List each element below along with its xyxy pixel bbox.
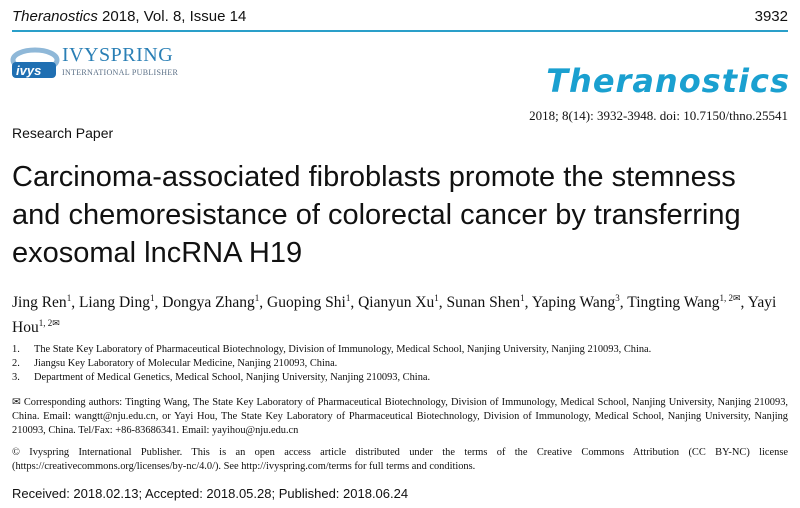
author-affiliation: 1: [345, 293, 351, 303]
author-affiliation: 1: [254, 293, 260, 303]
running-header: Theranostics 2018, Vol. 8, Issue 14: [12, 8, 246, 25]
article-title: Carcinoma-associated fibroblasts promote…: [12, 161, 741, 269]
author-name: Guoping Shi: [267, 294, 346, 312]
author-affiliation: 1: [520, 293, 525, 303]
affiliation: 3. Department of Medical Genetics, Medica…: [12, 372, 431, 383]
author: Jing Ren1: [12, 293, 72, 312]
author: Qianyun Xu1: [358, 293, 439, 312]
author: Sunan Shen1: [446, 293, 525, 312]
author: Yayi Hou1, 2✉: [12, 294, 776, 336]
author: Liang Ding1: [78, 293, 155, 312]
author-affiliation: 1, 2✉: [38, 318, 60, 329]
journal-name: Theranostics: [12, 8, 98, 25]
citation: 2018; 8(14): 3932-3948. doi: 10.7150/thn…: [529, 108, 788, 123]
author-affiliation: 1: [66, 293, 72, 303]
author-affiliation: 3: [615, 293, 620, 303]
author-name: Dongya Zhang: [162, 294, 255, 312]
publisher-name: IVYSPRING: [62, 44, 174, 66]
publisher-subtitle: INTERNATIONAL PUBLISHER: [62, 68, 179, 77]
author-name: Liang Ding: [78, 294, 150, 312]
author-list: Jing Ren1, Liang Ding1, Dongya Zhang1, G…: [12, 293, 777, 337]
author-name: Sunan Shen: [446, 294, 521, 312]
author: Yaping Wang3: [531, 293, 620, 312]
corresponding-authors: ✉ Corresponding authors: Tingting Wang, …: [12, 397, 788, 436]
header-rule: [12, 30, 788, 32]
article-type: Research Paper: [12, 125, 114, 141]
author: Tingting Wang1, 2✉: [627, 293, 741, 312]
issue-info: 2018, Vol. 8, Issue 14: [102, 8, 247, 25]
license: © Ivyspring International Publisher. Thi…: [12, 447, 788, 472]
author-name: Jing Ren: [12, 294, 67, 312]
author-name: Qianyun Xu: [358, 294, 435, 312]
author-affiliation: 1, 2✉: [719, 293, 741, 303]
page-number: 3932: [754, 8, 788, 25]
publication-dates: Received: 2018.02.13; Accepted: 2018.05.…: [12, 486, 409, 501]
author-affiliation: 1: [434, 293, 439, 303]
affiliations: 1. The State Key Laboratory of Pharmaceut…: [12, 343, 792, 385]
author: Dongya Zhang1: [162, 293, 260, 312]
ivyspring-logo-icon: ivys: [10, 47, 60, 78]
author-name: Yayi Hou: [12, 294, 777, 337]
affiliation: 1. The State Key Laboratory of Pharmaceut…: [12, 344, 652, 355]
author-name: Yaping Wang: [531, 294, 616, 312]
journal-logo: Theranostics: [546, 62, 790, 100]
author-affiliation: 1: [149, 293, 155, 303]
author-name: Tingting Wang: [627, 294, 720, 312]
affiliation: 2. Jiangsu Key Laboratory of Molecular Me…: [12, 358, 338, 369]
author: Guoping Shi1: [267, 293, 351, 312]
svg-text:ivys: ivys: [16, 63, 41, 78]
